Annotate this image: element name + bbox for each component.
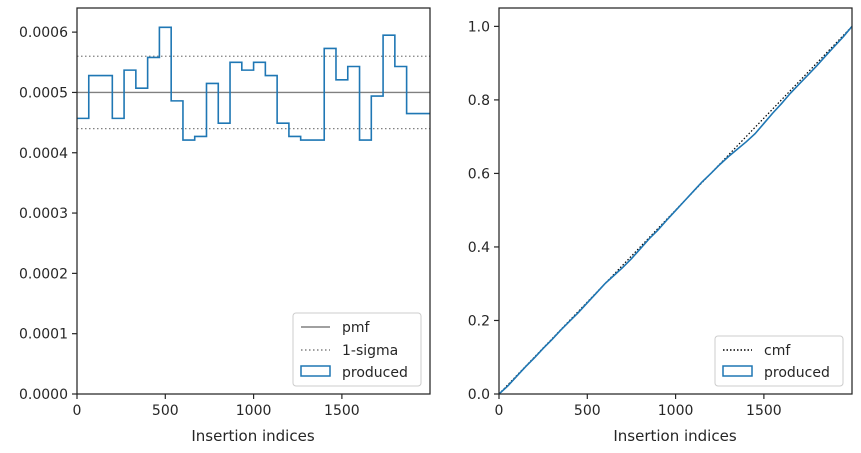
pmf-y-tick-label: 0.0006: [19, 25, 68, 41]
pmf-y-tick-label: 0.0001: [19, 327, 68, 343]
cmf-y-tick-label: 0.8: [468, 93, 490, 109]
cmf-series: [498, 25, 853, 395]
cmf-x-tick-label: 1500: [746, 403, 782, 419]
legend-cmf-produced-label: produced: [764, 365, 830, 381]
cmf-x-tick-label: 0: [495, 403, 504, 419]
pmf-y-tick-label: 0.0002: [19, 266, 68, 282]
series-produced-pmf: [77, 26, 430, 141]
pmf-x-tick-label: 1500: [324, 403, 360, 419]
pmf-y-tick-label: 0.0005: [19, 85, 68, 101]
legend-produced-swatch: [300, 365, 331, 377]
pmf-y-tick-label: 0.0000: [19, 387, 68, 403]
cmf-y-axis: 0.0 0.2 0.4 0.6 0.8 1.0: [468, 19, 499, 403]
cmf-plot-area: [499, 8, 852, 394]
cmf-chart: 0 500 1000 1500 0.0 0.2 0.4 0.6 0.8 1.0 Insertio…: [468, 7, 853, 445]
pmf-legend: pmf 1-sigma produced: [292, 312, 422, 387]
pmf-x-axis-label: Insertion indices: [191, 427, 314, 445]
cmf-legend: cmf produced: [714, 335, 844, 387]
pmf-chart: 0 500 1000 1500 0.00000.00010.00020.00030.0…: [19, 7, 431, 445]
pmf-legend-box: [292, 312, 422, 387]
cmf-x-tick-label: 1000: [658, 403, 694, 419]
cmf-y-tick-label: 1.0: [468, 19, 490, 35]
cmf-y-tick-label: 0.0: [468, 387, 490, 403]
cmf-y-tick-label: 0.6: [468, 166, 490, 182]
pmf-x-tick-label: 500: [152, 403, 179, 419]
cmf-y-tick-label: 0.4: [468, 240, 490, 256]
cmf-x-tick-label: 500: [574, 403, 601, 419]
legend-produced-label: produced: [342, 365, 408, 381]
pmf-x-axis: 0 500 1000 1500: [73, 394, 360, 419]
cmf-x-axis-label: Insertion indices: [613, 427, 736, 445]
pmf-series: [77, 26, 430, 141]
pmf-y-tick-label: 0.0003: [19, 206, 68, 222]
series-produced-cmf: [498, 25, 853, 395]
legend-cmf-produced-swatch: [722, 365, 753, 377]
legend-cmf-label: cmf: [764, 343, 791, 359]
cmf-legend-box: [714, 335, 844, 387]
pmf-x-tick-label: 0: [73, 403, 82, 419]
pmf-y-tick-label: 0.0004: [19, 146, 68, 162]
pmf-x-tick-label: 1000: [236, 403, 272, 419]
pmf-reference-lines: [77, 55, 430, 130]
cmf-x-axis: 0 500 1000 1500: [495, 394, 782, 419]
cmf-y-tick-label: 0.2: [468, 313, 490, 329]
pmf-y-axis: 0.0000 0.0001 0.0002 0.0003 0.0004 0.0005 0.00…: [19, 25, 77, 403]
legend-1-sigma-label: 1-sigma: [342, 343, 398, 359]
legend-pmf-label: pmf: [342, 320, 371, 336]
